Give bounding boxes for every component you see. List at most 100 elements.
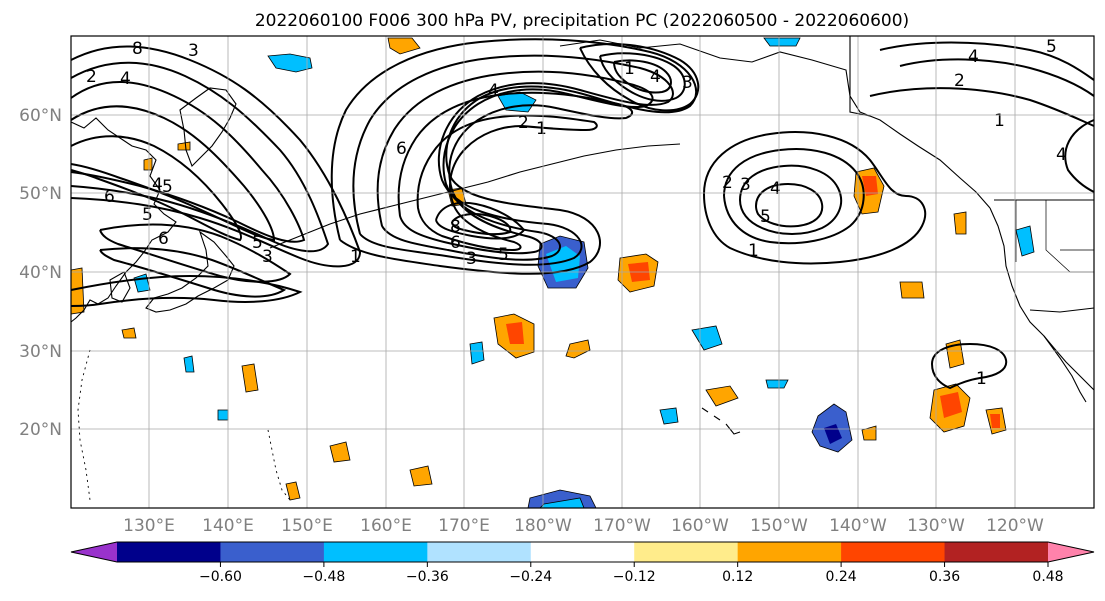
latitude-labels: 60°N 50°N 40°N 30°N 20°N — [19, 106, 62, 440]
colorbar-tick-label: 0.48 — [1032, 569, 1063, 585]
colorbar-tick-label: 0.12 — [722, 569, 753, 585]
colorbar-tick-label: −0.60 — [199, 569, 242, 585]
pv-contour — [397, 91, 634, 255]
pv-contour — [899, 58, 1095, 97]
longitude-label: 130°W — [907, 516, 965, 536]
precip-blob-positive — [953, 211, 967, 235]
longitude-label: 140°W — [829, 516, 887, 536]
contour-label: 8 — [132, 39, 143, 59]
contour-label: 1 — [748, 241, 759, 261]
contour-label: 1 — [624, 59, 635, 79]
pv-contour — [70, 105, 276, 242]
pv-contour — [703, 131, 927, 265]
contour-label: 4 — [1056, 145, 1067, 165]
longitude-label: 140°E — [202, 516, 254, 536]
colorbar-segment — [737, 542, 842, 562]
contour-label: 5 — [1046, 37, 1057, 57]
contour-label: 8 — [450, 217, 461, 237]
pv-contour — [330, 38, 697, 275]
colorbar-extend-min — [71, 542, 117, 562]
precip-blob-positive — [177, 141, 191, 151]
pv-contour — [352, 54, 674, 266]
map-panel: 2 4 8 3 4 6 5 6 5 5 3 1 4 2 1 6 8 6 3 5 … — [70, 35, 1095, 509]
coastline-kamchatka — [179, 87, 237, 167]
colorbar-segment — [427, 542, 532, 562]
border-us-mexico — [1029, 307, 1095, 313]
pv-contour — [879, 41, 1095, 81]
precip-blob-positive — [285, 481, 301, 501]
pv-contours — [70, 38, 1095, 390]
precip-blob-strong — [990, 414, 1000, 428]
precip-blob-negative — [1015, 225, 1035, 257]
colorbar-segment — [634, 542, 739, 562]
precip-blob-negative — [765, 379, 789, 389]
longitude-labels: 130°E 140°E 150°E 160°E 170°E 180°W 170°… — [123, 516, 1044, 536]
contour-label: 6 — [104, 187, 115, 207]
latitude-label: 60°N — [19, 106, 62, 126]
pv-contour — [70, 274, 303, 307]
pv-contour — [435, 201, 526, 240]
precip-blob-positive — [70, 267, 85, 315]
contour-label: 4 — [120, 69, 131, 89]
contour-label: 3 — [740, 175, 751, 195]
hawaii-islands — [701, 407, 741, 435]
latitude-label: 40°N — [19, 263, 62, 283]
contour-label: 6 — [450, 233, 461, 253]
longitude-label: 170°W — [593, 516, 651, 536]
pv-contour — [579, 43, 700, 112]
precip-blob-strong — [862, 176, 878, 196]
contour-label: 4 — [152, 175, 163, 195]
longitude-label: 160°W — [671, 516, 729, 536]
latitude-label: 30°N — [19, 342, 62, 362]
pv-contour — [70, 61, 330, 253]
latitude-label: 50°N — [19, 184, 62, 204]
pv-contour — [755, 182, 824, 228]
coastline-north-america — [989, 207, 1095, 391]
contour-label: 3 — [188, 41, 199, 61]
pv-contour — [99, 247, 287, 298]
precip-blob-positive — [705, 385, 739, 407]
contour-label: 2 — [954, 71, 965, 91]
precip-blob-negative — [763, 37, 801, 47]
colorbar-segment — [117, 542, 221, 562]
precip-blob-negative — [659, 407, 679, 425]
precip-blob-positive — [409, 465, 433, 487]
latitude-label: 20°N — [19, 420, 62, 440]
contour-label: 2 — [722, 173, 733, 193]
precip-blob-positive — [387, 37, 421, 55]
precip-blob-negative — [267, 53, 313, 73]
contour-label: 4 — [770, 179, 781, 199]
contour-label: 5 — [142, 205, 153, 225]
coastline-aleutians — [269, 143, 681, 249]
colorbar-tick-label: −0.24 — [509, 569, 552, 585]
colorbar-segment — [530, 542, 635, 562]
contour-label: 6 — [396, 139, 407, 159]
pv-contour — [70, 135, 242, 242]
colorbar-tick-label: −0.36 — [406, 569, 449, 585]
precip-blob-strong — [940, 392, 962, 418]
precip-blob-positive — [565, 339, 591, 359]
colorbar-tick-label: 0.24 — [826, 569, 857, 585]
precip-blob-positive — [241, 363, 259, 393]
contour-label: 5 — [162, 177, 173, 197]
pv-contour — [739, 164, 843, 235]
pv-contour — [599, 52, 686, 102]
precip-blob-positive — [121, 327, 137, 339]
contour-label: 4 — [968, 47, 979, 67]
contour-label: 1 — [536, 119, 547, 139]
pv-contour — [99, 223, 292, 283]
colorbar-tick-label: −0.48 — [302, 569, 345, 585]
precip-blob-negative — [217, 409, 229, 421]
colorbar: −0.60 −0.48 −0.36 −0.24 −0.12 0.12 0.24 0.36 0.4… — [70, 541, 1095, 585]
island-chain-west — [77, 349, 91, 501]
pv-contour — [869, 87, 1095, 127]
precip-blob-strong — [506, 322, 524, 344]
contour-label: 3 — [466, 249, 477, 269]
contour-label: 1 — [994, 111, 1005, 131]
longitude-label: 120°W — [986, 516, 1044, 536]
figure-title: 2022060100 F006 300 hPa PV, precipitatio… — [255, 11, 909, 31]
pv-contour — [613, 59, 672, 94]
pv-contour — [723, 148, 865, 245]
island-chain-marianas — [267, 429, 291, 501]
